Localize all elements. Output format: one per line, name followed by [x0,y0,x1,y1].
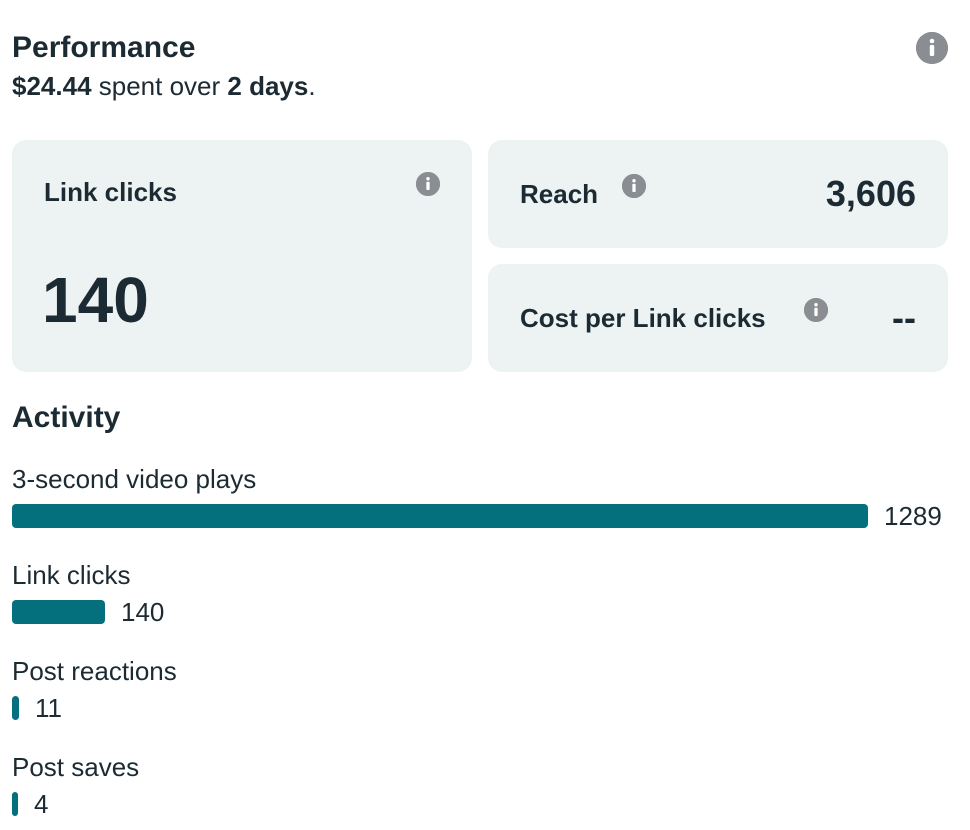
cost-per-link-click-card-value: -- [892,297,916,338]
activity-item-label: 3-second video plays [12,464,257,494]
reach-card-label: Reach [520,179,599,209]
activity-item-value: 4 [34,789,49,819]
performance-title: Performance [12,31,196,64]
cost-per-link-click-card: Cost per Link clicks -- [488,264,948,372]
spent-amount: $24.44 [12,71,92,101]
activity-item-bar [12,792,18,816]
activity-item: Link clicks 140 [12,558,952,638]
cost-per-link-click-card-label: Cost per Link clicks [520,303,766,333]
performance-header: Performance $24.44 spent over 2 days. [12,28,950,108]
link-clicks-info-icon[interactable] [416,172,440,196]
activity-title: Activity [12,401,121,434]
activity-item-label: Post saves [12,752,140,782]
cost-per-link-click-info-icon[interactable] [804,298,828,322]
performance-info-icon[interactable] [916,32,948,64]
spend-duration: 2 days [227,71,309,101]
activity-item: Post saves 4 [12,750,952,830]
spent-text: spent over [91,71,228,101]
activity-item-label: Post reactions [12,656,177,686]
activity-item: 3-second video plays 1289 [12,462,952,542]
spend-period: . [308,71,316,101]
activity-item-value: 1289 [884,501,942,531]
link-clicks-card-label: Link clicks [44,177,177,207]
activity-item-label: Link clicks [12,560,131,590]
reach-card: Reach 3,606 [488,140,948,248]
activity-item: Post reactions 11 [12,654,952,734]
link-clicks-card: Link clicks 140 [12,140,472,372]
reach-info-icon[interactable] [622,174,646,198]
activity-item-value: 11 [35,693,62,723]
activity-item-bar [12,504,868,528]
activity-item-bar [12,696,19,720]
reach-card-value: 3,606 [825,173,916,214]
spend-summary: $24.44 spent over 2 days. [12,68,950,104]
link-clicks-card-value: 140 [42,264,149,336]
activity-item-bar [12,600,105,624]
activity-item-value: 140 [121,597,165,627]
